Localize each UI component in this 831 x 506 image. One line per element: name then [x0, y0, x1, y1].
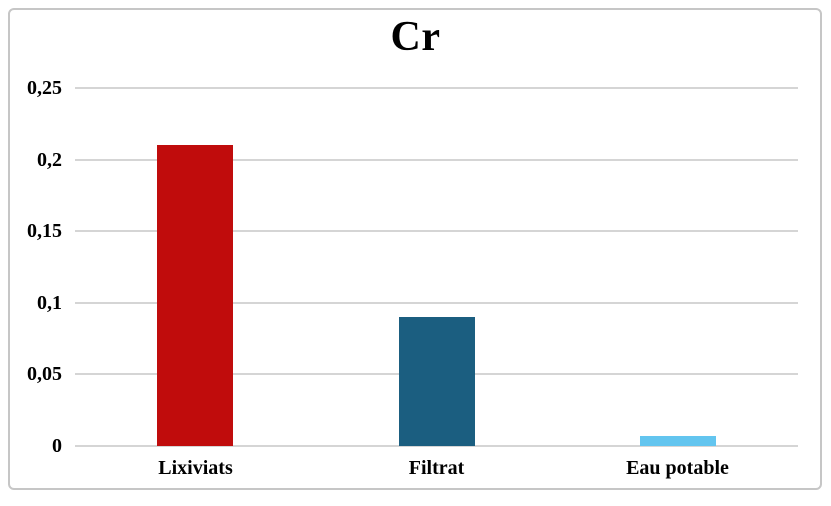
- y-axis-tick-label: 0,05: [27, 363, 62, 386]
- y-axis-tick-label: 0: [52, 435, 62, 457]
- gridline-0,15: [75, 230, 798, 233]
- gridline-0,1: [75, 301, 798, 304]
- x-axis-label-lixiviats: Lixiviats: [158, 457, 233, 479]
- y-axis-tick-label: 0,2: [37, 148, 62, 171]
- bar-lixiviats: [157, 145, 234, 446]
- bar-eau-potable: [639, 435, 716, 446]
- x-axis-label-filtrat: Filtrat: [408, 457, 465, 479]
- bar-filtrat: [398, 317, 475, 446]
- y-axis-tick-label: 0,1: [37, 291, 62, 314]
- gridline-0,25: [75, 87, 798, 89]
- gridline-0: [75, 445, 798, 447]
- x-axis: Lixiviats Filtrat Eau potable: [75, 458, 798, 484]
- x-axis-label-eau-potable: Eau potable: [626, 457, 729, 479]
- gridline-0,2: [75, 158, 798, 161]
- y-axis: 0 0,05 0,1 0,15 0,2 0,25: [0, 78, 62, 456]
- plot-area: [75, 87, 798, 447]
- y-axis-tick-label: 0,15: [27, 220, 62, 243]
- chart-title: Cr: [390, 14, 441, 60]
- y-axis-tick-label: 0,25: [27, 77, 62, 99]
